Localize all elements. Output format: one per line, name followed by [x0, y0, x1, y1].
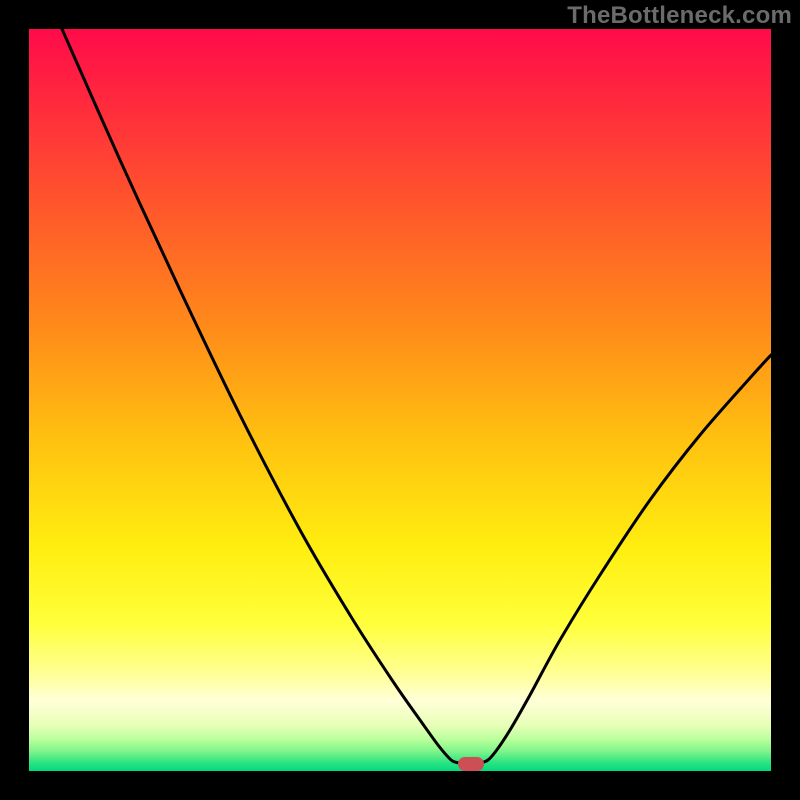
- optimum-marker: [458, 757, 484, 771]
- gradient-background: [29, 29, 771, 771]
- watermark-text: TheBottleneck.com: [567, 2, 792, 30]
- chart-frame: TheBottleneck.com: [0, 0, 800, 800]
- plot-area: [29, 29, 771, 771]
- bottleneck-chart-svg: [0, 0, 800, 800]
